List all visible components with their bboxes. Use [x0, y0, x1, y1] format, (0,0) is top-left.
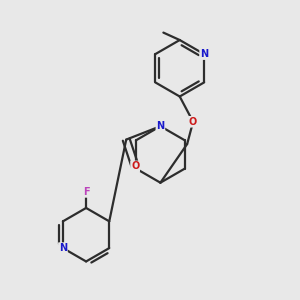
- Text: F: F: [83, 187, 89, 197]
- Text: O: O: [131, 161, 139, 171]
- Text: N: N: [156, 121, 164, 131]
- Text: N: N: [200, 49, 208, 59]
- Text: N: N: [59, 243, 67, 253]
- Text: O: O: [189, 117, 197, 127]
